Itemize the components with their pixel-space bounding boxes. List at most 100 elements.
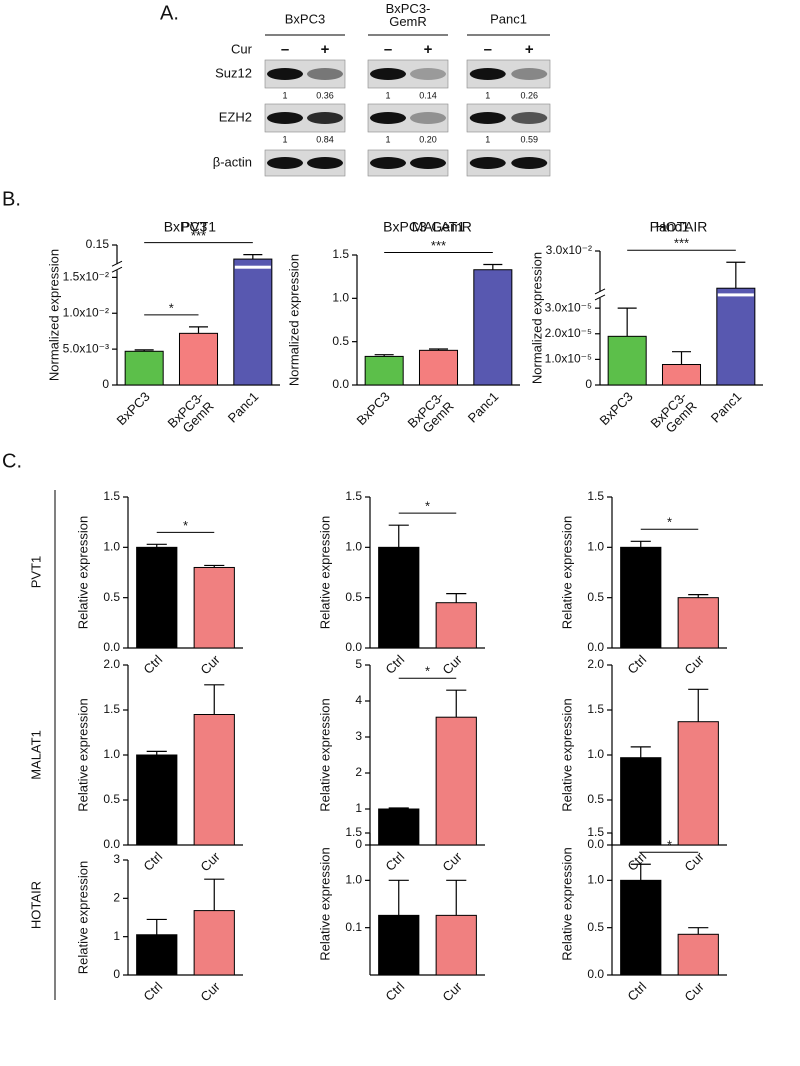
error-bar xyxy=(630,863,651,881)
y-tick-label: 0.5 xyxy=(345,590,362,604)
blot-band xyxy=(370,112,406,124)
significance-label: *** xyxy=(431,238,446,253)
y-tick-label: 1.5 xyxy=(103,702,120,716)
significance-label: * xyxy=(425,664,430,679)
lane-sign: – xyxy=(484,41,492,58)
bar xyxy=(677,933,719,976)
y-tick-label: 1.0x10⁻⁵ xyxy=(545,352,592,366)
bar xyxy=(418,349,459,386)
chart-title: BxPC3 xyxy=(164,219,208,235)
x-tick-label: Cur xyxy=(681,978,707,1004)
blot-band xyxy=(511,112,548,124)
y-tick-label: 0 xyxy=(585,377,592,391)
lane-sign: – xyxy=(384,41,392,58)
lane-sign: + xyxy=(321,41,330,58)
y-tick-label: 1.0 xyxy=(332,291,349,305)
chart-title: HOTAIR xyxy=(656,219,708,235)
significance-label: *** xyxy=(191,228,206,243)
y-tick-label: 0.15 xyxy=(86,237,110,251)
y-tick-label: 0.1 xyxy=(345,920,362,934)
y-tick-label: 1.0 xyxy=(345,540,362,554)
x-tick-label: Cur xyxy=(197,978,223,1004)
y-tick-label: 1 xyxy=(113,929,120,943)
error-bar xyxy=(446,593,467,603)
band-quant: 1 xyxy=(485,90,490,100)
x-tick-label: Ctrl xyxy=(624,652,649,677)
x-tick-label: Cur xyxy=(439,651,465,677)
x-tick-label: Cur xyxy=(439,848,465,874)
blot-band xyxy=(370,68,406,80)
error-bar xyxy=(204,564,225,568)
y-tick-label: 0.5 xyxy=(103,792,120,806)
break-mark xyxy=(594,288,606,301)
bar xyxy=(378,808,420,846)
y-tick-label: 3.0x10⁻⁵ xyxy=(545,300,592,314)
row-label: HOTAIR xyxy=(28,881,43,929)
y-tick-label: 0.0 xyxy=(103,640,120,654)
error-bar xyxy=(630,746,651,758)
lane-sign: + xyxy=(424,41,433,58)
y-tick-label: 1.5 xyxy=(587,702,604,716)
y-tick-label: 1.5 xyxy=(345,825,362,839)
bar xyxy=(435,602,477,649)
y-tick-label: 0.0 xyxy=(332,377,349,391)
bar xyxy=(677,721,719,846)
y-tick-label: 1.0 xyxy=(587,873,604,887)
x-tick-label: Ctrl xyxy=(624,979,649,1004)
significance-label: * xyxy=(183,518,188,533)
band-quant: 0.14 xyxy=(419,90,437,100)
error-bar xyxy=(204,684,225,715)
bar xyxy=(435,716,477,846)
chart-title: MALAT1 xyxy=(412,219,466,235)
x-tick-label: Cur xyxy=(197,848,223,874)
y-tick-label: 0.0 xyxy=(587,640,604,654)
y-tick-label: 0.5 xyxy=(587,590,604,604)
x-tick-label: Ctrl xyxy=(382,652,407,677)
y-axis-label: Relative expression xyxy=(559,516,574,629)
blot-band xyxy=(469,68,506,80)
y-axis-label: Relative expression xyxy=(317,698,332,811)
error-bar xyxy=(688,594,709,598)
chart-title: Panc1 xyxy=(650,219,690,235)
blot-band xyxy=(469,112,506,124)
x-tick-label: BxPC3 xyxy=(353,389,392,428)
y-tick-label: 1.0x10⁻² xyxy=(63,305,109,319)
axis-break xyxy=(113,264,121,271)
x-tick-label: Ctrl xyxy=(382,979,407,1004)
y-tick-label: 2.0 xyxy=(103,657,120,671)
bar xyxy=(193,566,235,649)
band-quant: 0.36 xyxy=(316,90,334,100)
x-tick-label: Ctrl xyxy=(140,652,165,677)
y-tick-label: 3.0x10⁻² xyxy=(546,243,592,257)
error-bar xyxy=(388,807,409,809)
row-label: PVT1 xyxy=(28,556,43,589)
panel-label: A. xyxy=(160,2,179,24)
blot-band xyxy=(267,112,303,124)
x-tick-label: Cur xyxy=(197,651,223,677)
y-axis-label: Normalized expression xyxy=(529,252,544,384)
panel-label: B. xyxy=(2,188,21,210)
significance-label: * xyxy=(169,300,174,315)
y-tick-label: 0.5 xyxy=(103,590,120,604)
blot-band xyxy=(307,112,343,124)
treatment-label: Cur xyxy=(231,41,253,56)
y-tick-label: 1.5x10⁻² xyxy=(63,270,109,284)
y-axis-label: Relative expression xyxy=(559,847,574,960)
y-tick-label: 0 xyxy=(355,837,362,851)
error-bar xyxy=(204,878,225,911)
y-axis-label: Relative expression xyxy=(75,861,90,974)
band-quant: 1 xyxy=(282,90,287,100)
y-tick-label: 1.5 xyxy=(332,247,349,261)
break-gap xyxy=(717,293,754,297)
band-quant: 0.84 xyxy=(316,134,334,144)
blot-row-label: Suz12 xyxy=(215,65,252,80)
y-axis-label: Normalized expression xyxy=(286,254,301,386)
blot-band xyxy=(370,157,406,169)
bar xyxy=(661,364,702,386)
error-bar xyxy=(688,927,709,935)
y-axis-label: Relative expression xyxy=(559,698,574,811)
bar xyxy=(136,546,178,649)
blot-band xyxy=(410,157,446,169)
y-tick-label: 2.0 xyxy=(587,657,604,671)
